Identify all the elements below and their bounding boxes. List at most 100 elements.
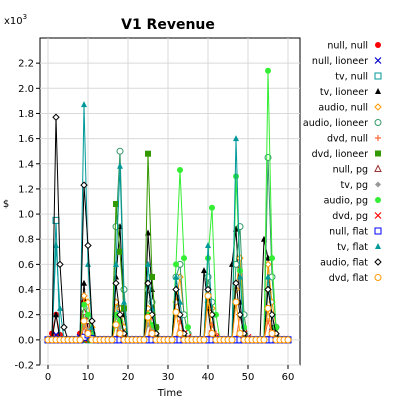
data-point bbox=[269, 255, 275, 261]
legend-entry: audio, pg bbox=[324, 196, 381, 207]
legend-marker bbox=[375, 58, 381, 64]
x-tick-label: 20 bbox=[122, 372, 135, 383]
data-point bbox=[85, 331, 91, 337]
y-multiplier-label: x103 bbox=[4, 13, 27, 27]
legend-marker bbox=[375, 135, 381, 141]
legend-label: null, null bbox=[327, 41, 368, 52]
legend-marker bbox=[375, 259, 381, 265]
legend-label: null, flat bbox=[329, 227, 368, 238]
legend-entry: audio, null bbox=[318, 103, 381, 114]
x-tick-label: 10 bbox=[82, 372, 95, 383]
legend-entry: tv, pg bbox=[341, 180, 381, 191]
y-tick-label: 1.2 bbox=[18, 184, 34, 195]
data-point bbox=[77, 337, 83, 343]
chart-title: V1 Revenue bbox=[121, 17, 215, 33]
data-point bbox=[177, 331, 183, 337]
y-tick-label: 0.8 bbox=[18, 235, 34, 246]
legend-marker bbox=[375, 197, 381, 203]
legend-entry: dvd, flat bbox=[329, 273, 381, 284]
legend-label: tv, flat bbox=[337, 242, 368, 253]
legend-label: audio, null bbox=[318, 103, 368, 114]
legend-entry: tv, null bbox=[335, 72, 381, 83]
data-point bbox=[169, 337, 175, 343]
legend-label: dvd, null bbox=[327, 134, 368, 145]
legend-entry: dvd, null bbox=[327, 134, 381, 145]
x-tick-label: 40 bbox=[202, 372, 215, 383]
data-point bbox=[149, 331, 155, 337]
data-point bbox=[109, 337, 115, 343]
data-point bbox=[209, 331, 215, 337]
data-point bbox=[177, 167, 183, 173]
data-point bbox=[173, 261, 179, 267]
legend: null, null null, lioneer tv, null tv, lione… bbox=[303, 41, 381, 285]
legend-label: dvd, pg bbox=[332, 211, 368, 222]
data-point bbox=[145, 151, 151, 157]
legend-marker bbox=[375, 166, 381, 172]
legend-marker bbox=[375, 182, 381, 188]
x-tick-label: 30 bbox=[162, 372, 175, 383]
data-point bbox=[229, 337, 235, 343]
legend-marker bbox=[375, 120, 381, 126]
legend-marker bbox=[375, 104, 381, 110]
data-point bbox=[141, 337, 147, 343]
x-tick-label: 50 bbox=[242, 372, 255, 383]
legend-label: audio, flat bbox=[320, 258, 368, 269]
data-point bbox=[201, 337, 207, 343]
y-tick-label: -0.2 bbox=[14, 361, 34, 372]
y-tick-label: 0.0 bbox=[18, 335, 34, 346]
x-axis-label: Time bbox=[157, 388, 182, 399]
data-point bbox=[261, 337, 267, 343]
legend-label: audio, lioneer bbox=[303, 118, 368, 129]
legend-marker bbox=[375, 73, 381, 79]
data-point bbox=[181, 255, 187, 261]
y-axis-label: $ bbox=[3, 199, 9, 210]
legend-entry: dvd, lioneer bbox=[312, 149, 381, 160]
legend-label: null, lioneer bbox=[312, 56, 368, 67]
legend-marker bbox=[375, 88, 381, 94]
legend-entry: null, pg bbox=[333, 165, 381, 176]
data-point bbox=[285, 337, 291, 343]
data-point bbox=[269, 331, 275, 337]
data-point bbox=[233, 299, 239, 305]
x-tick-label: 0 bbox=[45, 372, 51, 383]
y-tick-label: 1.0 bbox=[18, 210, 34, 221]
y-tick-label: 2.0 bbox=[18, 84, 34, 95]
y-tick-label: 1.8 bbox=[18, 109, 34, 120]
legend-label: audio, pg bbox=[324, 196, 368, 207]
legend-entry: dvd, pg bbox=[332, 211, 381, 222]
y-tick-label: 1.6 bbox=[18, 134, 34, 145]
legend-label: dvd, lioneer bbox=[312, 149, 369, 160]
legend-entry: audio, flat bbox=[320, 258, 381, 269]
x-tick-label: 60 bbox=[282, 372, 295, 383]
y-tick-label: 0.6 bbox=[18, 260, 34, 271]
y-tick-label: 2.2 bbox=[18, 59, 34, 70]
legend-marker bbox=[375, 243, 381, 249]
data-point bbox=[145, 314, 151, 320]
legend-label: null, pg bbox=[333, 165, 368, 176]
data-point bbox=[173, 309, 179, 315]
legend-label: tv, lioneer bbox=[320, 87, 368, 98]
data-point bbox=[185, 324, 191, 330]
y-tick-label: 1.4 bbox=[18, 159, 34, 170]
legend-label: dvd, flat bbox=[329, 273, 369, 284]
data-point bbox=[265, 68, 271, 74]
y-tick-label: 0.4 bbox=[18, 285, 34, 296]
data-point bbox=[233, 173, 239, 179]
data-point bbox=[265, 305, 271, 311]
data-point bbox=[81, 318, 87, 324]
data-point bbox=[209, 205, 215, 211]
data-point bbox=[205, 293, 211, 299]
legend-marker bbox=[375, 275, 381, 281]
legend-marker bbox=[375, 228, 381, 234]
legend-marker bbox=[375, 213, 381, 219]
legend-entry: tv, flat bbox=[337, 242, 381, 253]
legend-entry: audio, lioneer bbox=[303, 118, 381, 129]
data-point bbox=[117, 148, 123, 154]
legend-marker bbox=[375, 42, 381, 48]
legend-entry: tv, lioneer bbox=[320, 87, 381, 98]
legend-label: tv, pg bbox=[341, 180, 368, 191]
data-point bbox=[117, 331, 123, 337]
data-point bbox=[81, 302, 87, 308]
